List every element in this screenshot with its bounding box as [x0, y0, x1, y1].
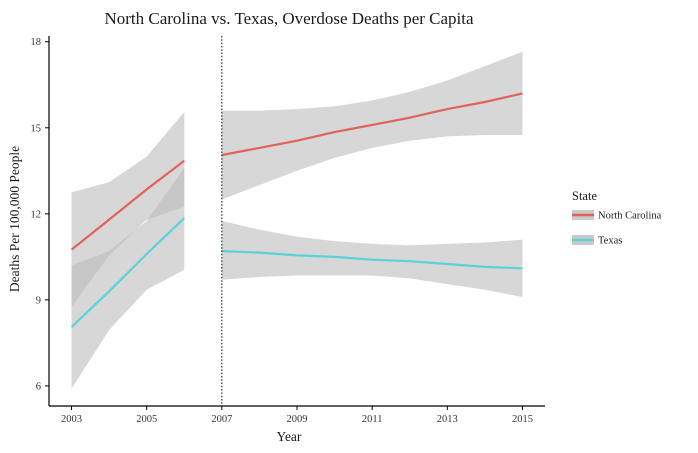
north-carolina-trend-line-2 [221, 92, 523, 157]
x-tick-label: 2007 [211, 414, 232, 425]
x-tick-label: 2011 [362, 414, 383, 425]
texas-trend-line-2 [221, 250, 523, 270]
legend-item-north-carolina: North Carolina [572, 210, 662, 222]
x-tick-label: 2015 [512, 414, 533, 425]
texas-confidence-band-1 [71, 167, 185, 389]
y-ticks: 6 9 12 15 18 [31, 37, 49, 392]
confidence-bands [71, 51, 523, 389]
y-tick-label: 9 [36, 295, 41, 306]
legend-title: State [572, 189, 597, 203]
trend-lines [70, 92, 523, 328]
x-tick-label: 2013 [437, 414, 458, 425]
x-ticks: 2003 2005 2007 2009 2011 2013 2015 [61, 406, 533, 425]
legend-label: North Carolina [598, 211, 662, 222]
legend: State North Carolina Texas [572, 189, 662, 247]
legend-item-texas: Texas [572, 235, 622, 247]
x-tick-label: 2009 [287, 414, 308, 425]
y-tick-label: 6 [36, 381, 41, 392]
x-tick-label: 2005 [136, 414, 157, 425]
chart-title: North Carolina vs. Texas, Overdose Death… [104, 9, 474, 28]
x-tick-label: 2003 [61, 414, 82, 425]
y-tick-label: 12 [31, 209, 42, 220]
y-tick-label: 15 [31, 123, 42, 134]
y-axis-title: Deaths Per 100,000 People [7, 146, 22, 292]
y-tick-label: 18 [31, 37, 42, 48]
x-axis-title: Year [277, 429, 302, 444]
texas-trend-line-1 [70, 217, 186, 328]
north-carolina-trend-line-1 [70, 159, 185, 251]
legend-label: Texas [598, 236, 622, 247]
